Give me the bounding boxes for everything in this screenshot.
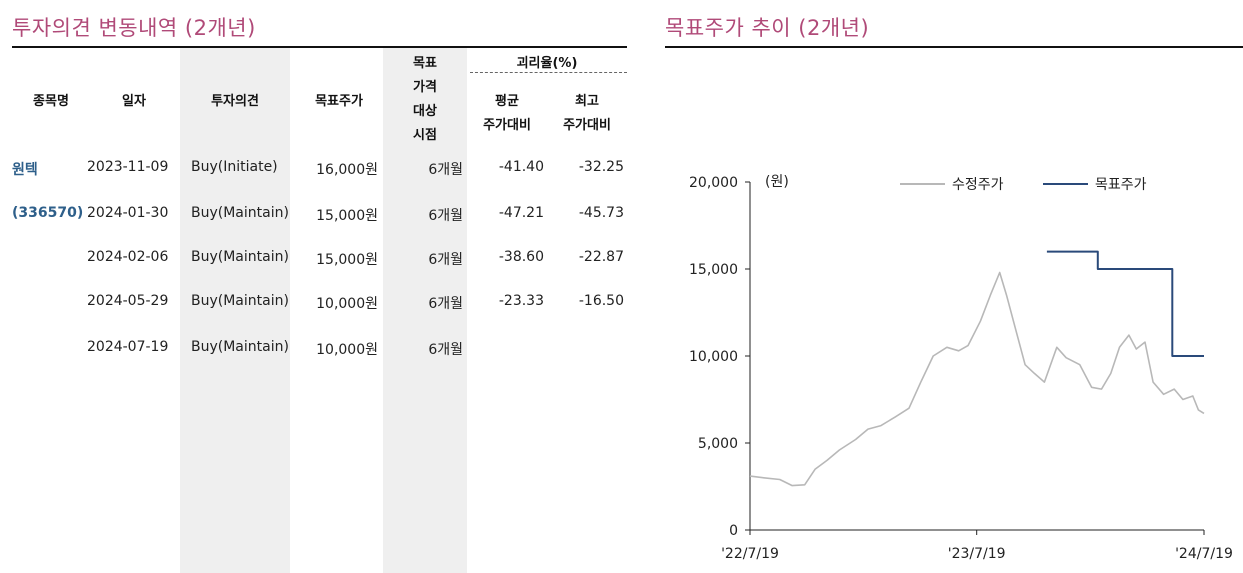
header-period-line3: 대상 — [413, 104, 437, 119]
row-gap-avg: -41.40 — [498, 159, 544, 175]
row-target: 15,000원 — [316, 208, 378, 224]
unit-label: (원) — [765, 174, 789, 190]
row-date: 2024-05-29 — [87, 293, 169, 309]
row-gap-max: -16.50 — [578, 293, 624, 309]
stock-name: 원텍 — [12, 162, 38, 178]
row-gap-avg: -23.33 — [498, 293, 544, 309]
left-section-title: 투자의견 변동내역 (2개년) — [12, 16, 256, 40]
header-gap-max-line1: 최고 — [575, 94, 599, 109]
row-gap-max: -32.25 — [578, 159, 624, 175]
row-period: 6개월 — [428, 162, 463, 178]
y-tick-label: 5,000 — [698, 436, 738, 452]
header-target-price: 목표주가 — [315, 94, 363, 109]
opinion-column-shade — [180, 48, 290, 573]
row-gap-max: -45.73 — [578, 205, 624, 221]
row-opinion: Buy(Maintain) — [191, 339, 289, 355]
row-opinion: Buy(Initiate) — [191, 159, 278, 175]
right-title-rule — [665, 46, 1243, 48]
row-period: 6개월 — [428, 296, 463, 312]
row-gap-avg: -38.60 — [498, 249, 544, 265]
left-title-rule — [12, 46, 627, 48]
header-gap-avg-line2: 주가대비 — [483, 118, 531, 133]
row-gap-avg: -47.21 — [498, 205, 544, 221]
target-price-line — [1046, 250, 1204, 357]
y-tick-label: 15,000 — [689, 262, 738, 278]
row-period: 6개월 — [428, 252, 463, 268]
row-opinion: Buy(Maintain) — [191, 249, 289, 265]
adjusted-price-line — [749, 271, 1205, 487]
header-period-line2: 가격 — [413, 80, 437, 95]
row-date: 2024-07-19 — [87, 339, 169, 355]
row-opinion: Buy(Maintain) — [191, 205, 289, 221]
row-date: 2024-01-30 — [87, 205, 169, 221]
y-tick-label: 20,000 — [689, 175, 738, 191]
header-gap-max-line2: 주가대비 — [563, 118, 611, 133]
row-target: 10,000원 — [316, 296, 378, 312]
x-tick-label: '22/7/19 — [721, 546, 779, 562]
row-opinion: Buy(Maintain) — [191, 293, 289, 309]
header-gap-avg-line1: 평균 — [495, 94, 519, 109]
legend-label-target: 목표주가 — [1095, 177, 1147, 193]
row-target: 16,000원 — [316, 162, 378, 178]
y-tick-label: 0 — [729, 523, 738, 539]
row-date: 2023-11-09 — [87, 159, 169, 175]
row-target: 15,000원 — [316, 252, 378, 268]
x-tick-label: '24/7/19 — [1175, 546, 1233, 562]
row-gap-max: -22.87 — [578, 249, 624, 265]
header-gap-group: 괴리율(%) — [516, 56, 578, 71]
row-target: 10,000원 — [316, 342, 378, 358]
x-tick-label: '23/7/19 — [948, 546, 1006, 562]
y-tick-label: 10,000 — [689, 349, 738, 365]
row-period: 6개월 — [428, 208, 463, 224]
header-stock-name: 종목명 — [33, 94, 69, 109]
row-period: 6개월 — [428, 342, 463, 358]
right-section-title: 목표주가 추이 (2개년) — [665, 16, 870, 40]
row-date: 2024-02-06 — [87, 249, 169, 265]
header-period-line4: 시점 — [413, 128, 437, 143]
legend-label-adjusted: 수정주가 — [952, 177, 1004, 193]
header-gap-divider — [470, 72, 627, 73]
stock-code: (336570) — [12, 205, 84, 221]
period-column-shade — [383, 48, 467, 573]
header-opinion: 투자의견 — [211, 94, 259, 109]
header-date: 일자 — [122, 94, 146, 109]
header-period-line1: 목표 — [413, 56, 437, 71]
